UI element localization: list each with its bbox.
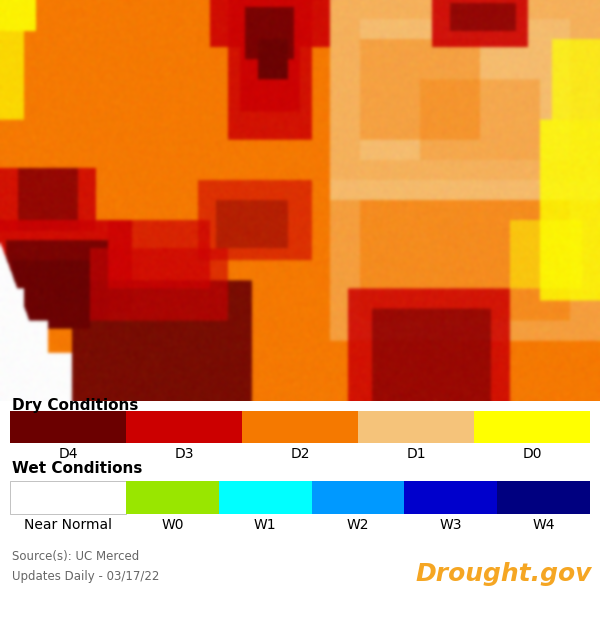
Bar: [311, 481, 404, 514]
Bar: [358, 411, 474, 443]
Text: Dry Conditions: Dry Conditions: [12, 398, 139, 413]
Bar: [404, 481, 497, 514]
Text: D2: D2: [290, 447, 310, 462]
Text: D0: D0: [522, 447, 542, 462]
Text: Near Normal: Near Normal: [24, 518, 112, 532]
Text: W4: W4: [532, 518, 555, 532]
Bar: [242, 411, 358, 443]
Bar: [474, 411, 590, 443]
Bar: [497, 481, 590, 514]
Text: W3: W3: [440, 518, 462, 532]
Text: D4: D4: [58, 447, 78, 462]
Bar: [10, 411, 126, 443]
Text: Wet Conditions: Wet Conditions: [12, 462, 142, 476]
Bar: [126, 481, 219, 514]
Text: W0: W0: [161, 518, 184, 532]
Bar: [126, 411, 242, 443]
Text: D3: D3: [174, 447, 194, 462]
Text: W1: W1: [254, 518, 277, 532]
Bar: [219, 481, 311, 514]
Text: D1: D1: [406, 447, 426, 462]
Text: W2: W2: [347, 518, 369, 532]
Text: Source(s): UC Merced
Updates Daily - 03/17/22: Source(s): UC Merced Updates Daily - 03/…: [12, 550, 160, 583]
Bar: [10, 481, 126, 514]
Text: Drought.gov: Drought.gov: [416, 562, 592, 586]
